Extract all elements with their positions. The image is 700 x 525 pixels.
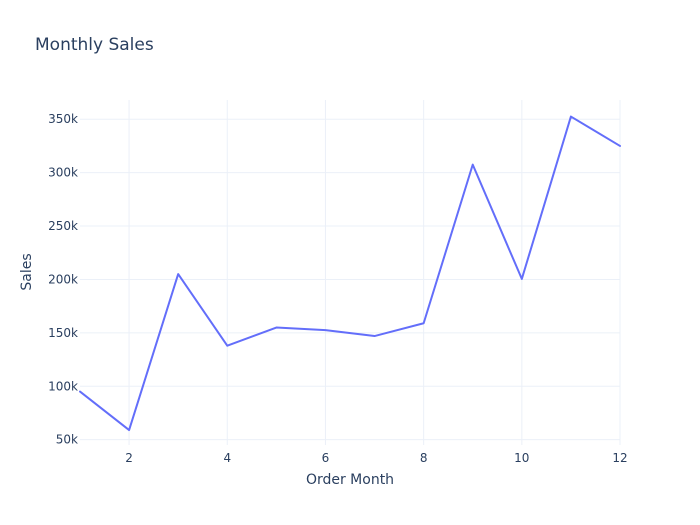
x-tick-label: 4 (223, 451, 231, 465)
series-layer (79, 115, 621, 432)
y-tick-label: 350k (48, 112, 78, 126)
x-tick-label: 6 (322, 451, 330, 465)
y-tick-label: 200k (48, 272, 78, 286)
x-tick-label: 8 (420, 451, 428, 465)
sales-series-line (79, 115, 621, 432)
chart-title: Monthly Sales (35, 35, 154, 55)
y-tick-label: 100k (48, 379, 78, 393)
grid-layer (80, 100, 621, 445)
y-axis-title: Sales (19, 253, 35, 290)
x-tick-label: 2 (125, 451, 133, 465)
x-tick-label: 12 (612, 451, 627, 465)
y-tick-label: 250k (48, 219, 78, 233)
y-tick-label: 300k (48, 166, 78, 180)
x-tick-label: 10 (514, 451, 529, 465)
x-axis-title: Order Month (306, 472, 394, 488)
tick-layer: 2 4 6 8 10 12 50k 100k 150k 200k 250k 300k 350k (48, 112, 628, 465)
y-tick-label: 150k (48, 326, 78, 340)
y-tick-label: 50k (56, 433, 78, 447)
